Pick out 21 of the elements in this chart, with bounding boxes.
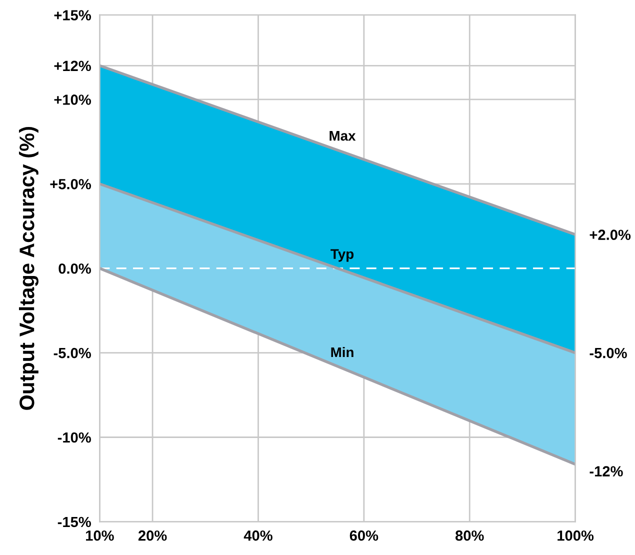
y-tick-label: +15% <box>54 10 91 20</box>
y2-tick-label: -12% <box>590 466 623 476</box>
y-tick-label: -15% <box>58 516 91 528</box>
y2-tick-label: +2.0% <box>590 230 631 240</box>
series-label: Min <box>331 346 354 358</box>
y-axis-title: Output Voltage Accuracy (%) <box>18 126 38 410</box>
series-label: Max <box>330 131 356 141</box>
y-tick-label: 0.0% <box>58 263 91 274</box>
x-tick-label: 100% <box>558 530 594 541</box>
x-tick-label: 40% <box>244 530 272 541</box>
x-tick-label: 20% <box>138 530 167 541</box>
x-tick-label: 80% <box>455 530 484 541</box>
y2-tick-label: -5.0% <box>590 348 627 358</box>
y-tick-label: +10% <box>54 94 91 105</box>
series-label: Typ <box>330 249 354 262</box>
y-tick-label: -10% <box>58 432 91 443</box>
x-tick-label: 10% <box>86 530 114 541</box>
x-tick-label: 60% <box>350 530 378 541</box>
y-tick-label: -5.0% <box>54 348 91 358</box>
y-tick-label: +5.0% <box>50 178 91 190</box>
y-tick-label: +12% <box>54 60 91 72</box>
